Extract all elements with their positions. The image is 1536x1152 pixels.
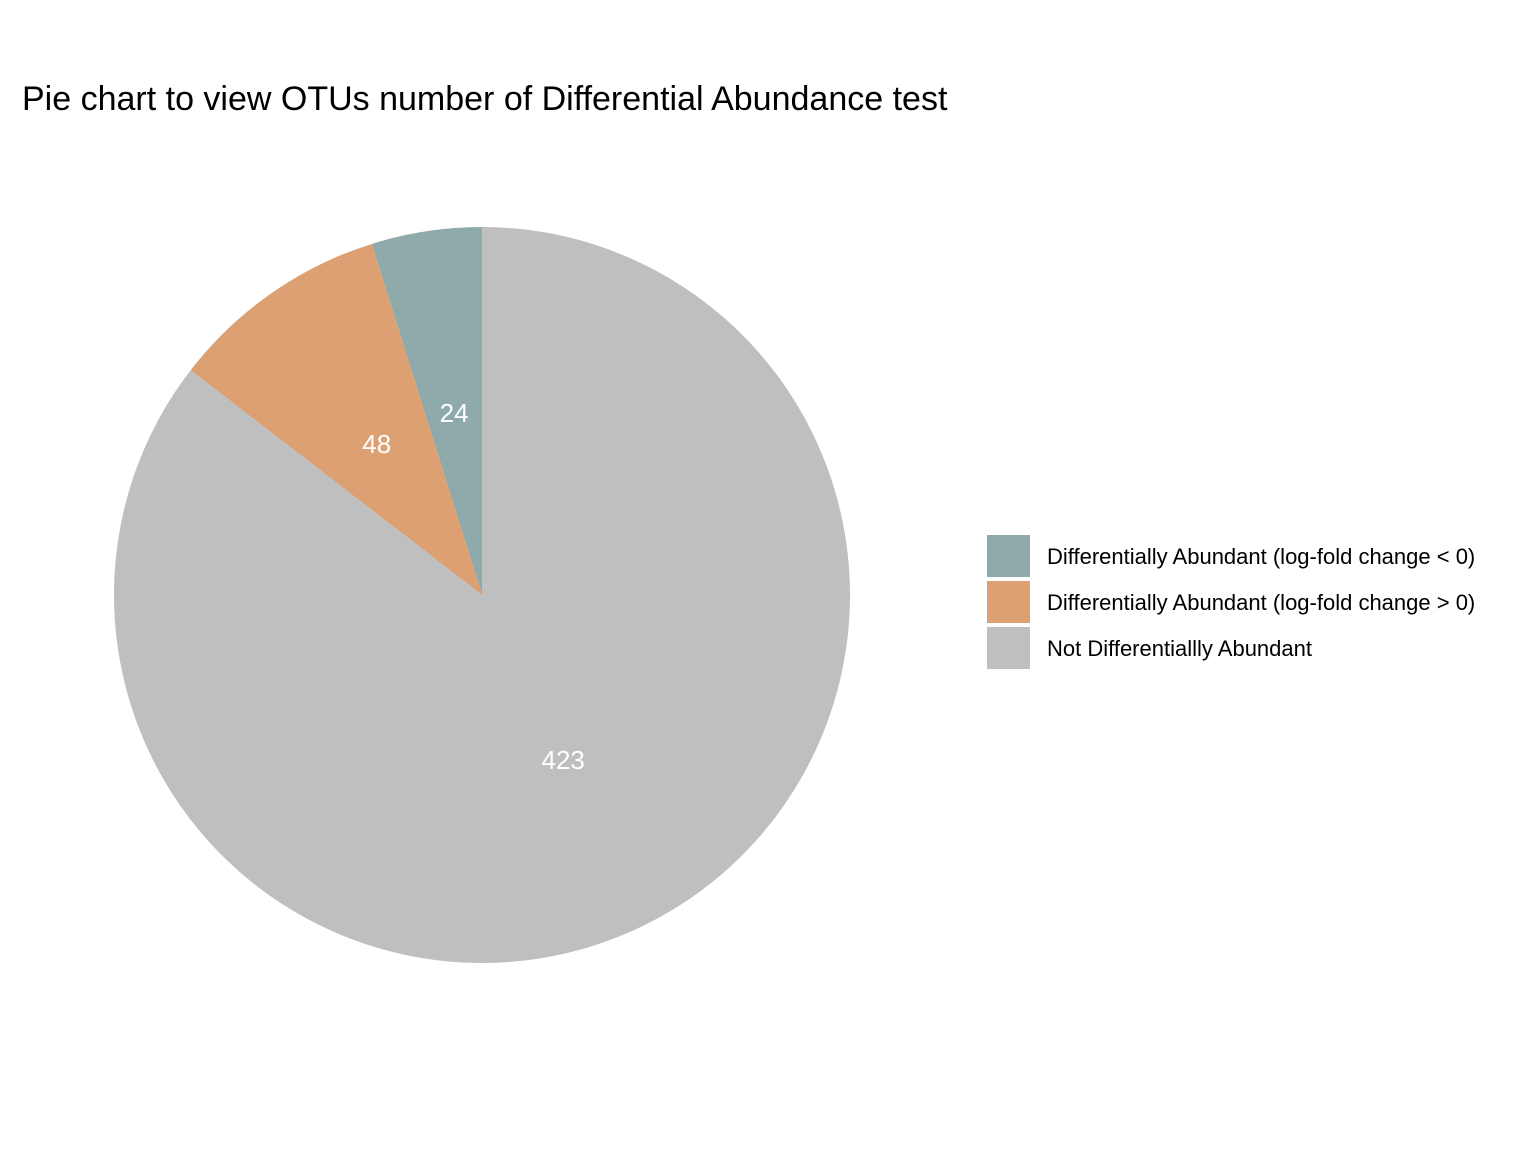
legend-key-negative: [987, 535, 1030, 579]
legend-label-positive: Differentially Abundant (log-fold change…: [1047, 590, 1476, 615]
pie-slice-label-0: 24: [440, 398, 469, 428]
chart-title: Pie chart to view OTUs number of Differe…: [22, 80, 948, 118]
pie-slice-label-2: 423: [541, 745, 584, 775]
legend-label-not-abundant: Not Differentiallly Abundant: [1047, 636, 1312, 661]
pie-slice-2: [113, 227, 851, 964]
legend-key-positive: [987, 581, 1030, 625]
legend-label-negative: Differentially Abundant (log-fold change…: [1047, 544, 1476, 569]
pie-slice-1: [190, 243, 483, 595]
pie-slices: [113, 227, 851, 964]
legend-item-negative: Differentially Abundant (log-fold change…: [987, 534, 1475, 580]
legend-item-not-abundant: Not Differentiallly Abundant: [987, 626, 1475, 672]
pie-slice-label-1: 48: [362, 429, 391, 459]
legend-key-not-abundant: [987, 627, 1030, 671]
legend-item-positive: Differentially Abundant (log-fold change…: [987, 580, 1475, 626]
pie-slice-0: [371, 227, 482, 595]
pie-slice-labels: 24 48 423: [362, 398, 585, 775]
legend: Differentially Abundant (log-fold change…: [987, 534, 1475, 672]
